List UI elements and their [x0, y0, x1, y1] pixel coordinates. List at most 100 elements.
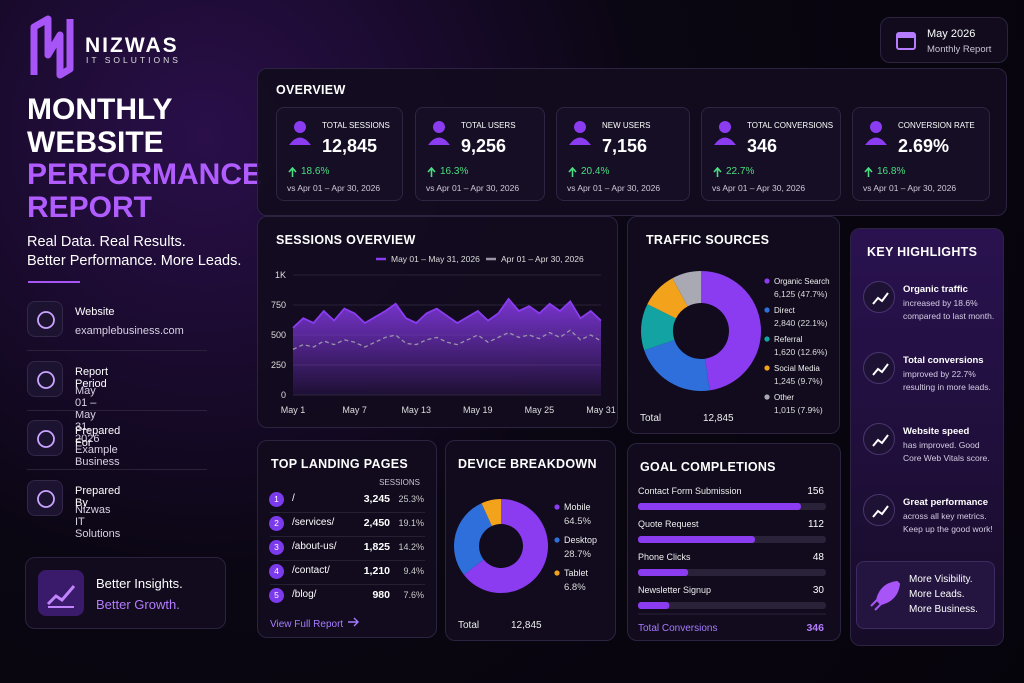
panel-title: OVERVIEW: [276, 83, 346, 97]
legend-label: Social Media: [774, 364, 820, 373]
icon-shape: [872, 505, 889, 518]
landing-panel: TOP LANDING PAGES SESSIONS View Full Rep…: [257, 440, 437, 638]
legend-dot: [554, 504, 560, 510]
icon: [37, 430, 55, 448]
donut-slice: [701, 271, 761, 391]
kpi-card: TOTAL SESSIONS 12,845 18.6% vs Apr 01 – Apr…: [276, 107, 403, 201]
value-label: 1,015 (7.9%): [774, 405, 823, 415]
x-tick-label: May 1: [281, 405, 306, 415]
kpi-icon: [569, 121, 591, 145]
panel-title: TOP LANDING PAGES: [271, 457, 409, 471]
legend-label: May 01 – May 31, 2026: [391, 254, 480, 264]
logo: [30, 15, 74, 79]
info-value: Nizwas IT Solutions: [75, 503, 121, 540]
up-arrow: [713, 167, 722, 177]
row-separator: [270, 560, 425, 561]
highlight-icon: [863, 281, 895, 313]
device-chart: Mobile 64.5% Desktop 28.7% Tablet 6.8% Total 12…: [454, 499, 597, 631]
tagline-line: Better Performance. More Leads.: [27, 253, 242, 269]
value-label: 28.7%: [564, 549, 591, 560]
page-path: /about-us/: [292, 541, 337, 552]
highlight-text: has improved. Good: [903, 440, 980, 450]
highlight-text: compared to last month.: [903, 311, 995, 321]
donut-slice: [647, 278, 688, 319]
value-label: 6,125 (47.7%): [774, 289, 828, 299]
total-value: 12,845: [703, 413, 734, 424]
icon-shape: [37, 430, 55, 448]
legend-dot: [554, 537, 560, 543]
highlight-title: Website speed: [903, 426, 970, 437]
icon-shape: [719, 121, 731, 133]
arrow-shape: [427, 167, 436, 177]
legend-dot: [764, 278, 770, 284]
icon: [872, 363, 889, 376]
rank-badge: 1: [269, 492, 284, 507]
bar: [638, 569, 689, 576]
total-value: 346: [806, 622, 824, 634]
separator: [27, 409, 207, 411]
promo-line: Better Insights.: [96, 576, 183, 591]
highlight-title: Total conversions: [903, 355, 984, 366]
y-tick-label: 1K: [275, 270, 286, 280]
panel-title: SESSIONS OVERVIEW: [276, 233, 416, 247]
link-text[interactable]: View Full Report: [270, 619, 344, 630]
panel-title: GOAL COMPLETIONS: [640, 460, 776, 474]
icon-shape: [37, 370, 55, 389]
value-label: 2,840 (22.1%): [774, 318, 828, 328]
total-label: Total Conversions: [638, 623, 717, 634]
icon-shape: [872, 363, 889, 376]
title-line: PERFORMANCE: [27, 158, 263, 191]
traffic-chart: Organic Search 6,125 (47.7%) Direct 2,840 (…: [640, 271, 830, 424]
promo-line: More Leads.: [909, 589, 965, 600]
kpi-change: 16.8%: [877, 166, 906, 177]
kpi-change: 20.4%: [581, 166, 610, 177]
legend-label: Other: [774, 393, 794, 402]
icon: [872, 434, 889, 447]
bar-track: [638, 602, 826, 609]
icon-shape: [37, 311, 55, 329]
bar-label: Quote Request: [638, 519, 699, 529]
icon-shape: [289, 137, 311, 145]
info-label: Website: [75, 306, 115, 318]
kpi-label: TOTAL CONVERSIONS: [747, 121, 834, 130]
promo-line: Better Growth.: [96, 597, 180, 612]
legend-dot: [554, 570, 560, 576]
rank-badge: 5: [269, 588, 284, 603]
kpi-card: NEW USERS 7,156 20.4% vs Apr 01 – Apr 30, 2…: [556, 107, 690, 201]
x-tick-label: May 25: [525, 405, 555, 415]
value-label: 1,620 (12.6%): [774, 347, 828, 357]
traffic-panel: TRAFFIC SOURCES Organic Search 6,125 (47.…: [627, 216, 840, 434]
badge-label: Monthly Report: [927, 44, 992, 55]
highlight-text: resulting in more leads.: [903, 382, 991, 392]
info-value: examplebusiness.com: [75, 325, 184, 337]
view-report-link[interactable]: View Full Report: [270, 617, 361, 630]
kpi-label: NEW USERS: [602, 121, 651, 130]
arrow-shape: [568, 167, 577, 177]
highlight-icon: [863, 494, 895, 526]
info-label: Report Period: [75, 365, 109, 390]
legend-label: Referral: [774, 335, 803, 344]
legend-dot: [764, 307, 770, 313]
legend-dot: [764, 336, 770, 342]
up-arrow: [288, 167, 297, 177]
rank-badge: 4: [269, 564, 284, 579]
kpi-icon: [865, 121, 887, 145]
highlight-icon: [863, 423, 895, 455]
kpi-value: 9,256: [461, 136, 507, 156]
highlight-text: improved by 22.7%: [903, 369, 976, 379]
info-label: Prepared For: [75, 425, 121, 449]
icon-shape: [872, 434, 889, 447]
kpi-card: TOTAL CONVERSIONS 346 22.7% vs Apr 01 – Apr…: [701, 107, 841, 201]
legend-dot: [764, 394, 770, 400]
icon: [37, 489, 55, 508]
y-tick-label: 500: [271, 330, 286, 340]
title-line: WEBSITE: [27, 125, 164, 159]
highlight-title: Great performance: [903, 497, 989, 508]
x-tick-label: May 7: [342, 405, 367, 415]
icon-shape: [574, 121, 586, 133]
icon: [37, 311, 55, 329]
donut-slice: [463, 499, 548, 593]
icon: [37, 370, 55, 389]
rank-badge: 2: [269, 516, 284, 531]
icon-shape: [428, 137, 450, 145]
